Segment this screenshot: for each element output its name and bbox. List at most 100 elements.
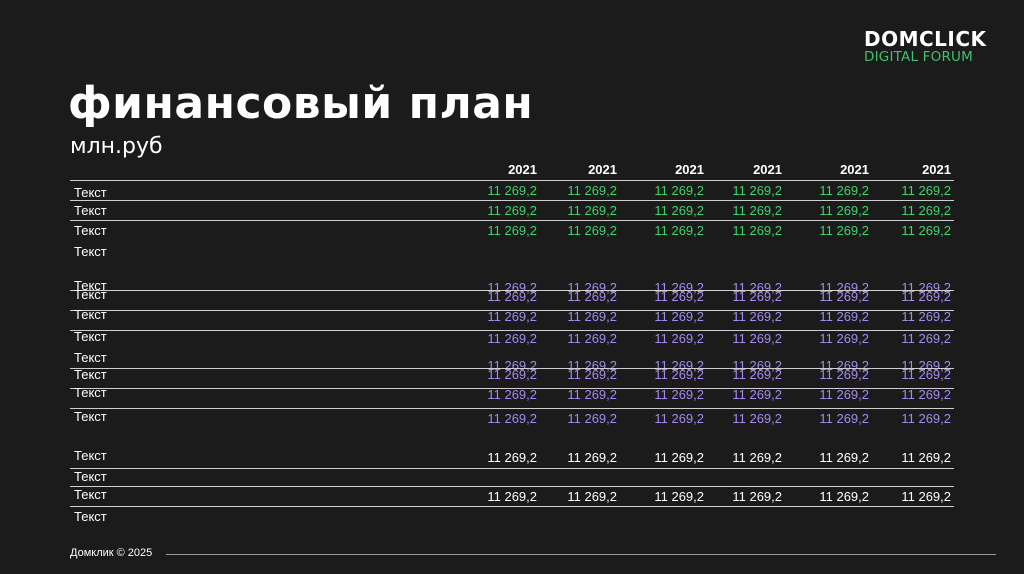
cell-value: 11 269,2 [901,203,951,218]
row-label: Текст [74,307,107,322]
table-row: Текст 11 269,2 11 269,2 11 269,2 11 269,2 11 … [70,287,954,311]
cell-value: 11 269,2 [487,387,537,402]
cell-value: 11 269,2 [567,450,617,465]
row-label: Текст [74,329,107,344]
cell-value: 11 269,2 [654,358,704,373]
cell-value: 11 269,2 [901,387,951,402]
cell-value: 11 269,2 [487,280,537,295]
cell-value: 11 269,2 [732,358,782,373]
table-row: Текст [70,240,954,280]
cell-value: 11 269,2 [654,309,704,324]
cell-value: 11 269,2 [901,411,951,426]
cell-value: 11 269,2 [654,223,704,238]
cell-value: 11 269,2 [567,489,617,504]
cell-value: 11 269,2 [819,367,869,382]
cell-value: 11 269,2 [819,387,869,402]
cell-value: 11 269,2 [819,489,869,504]
cell-value: 11 269,2 [567,387,617,402]
table-row: Текст 11 269,2 11 269,2 11 269,2 11 269,2 11 … [70,278,954,295]
cell-value: 11 269,2 [567,331,617,346]
table-row: Текст 11 269,2 11 269,2 11 269,2 11 269,2 11 … [70,385,954,409]
cell-value: 11 269,2 [487,183,537,198]
row-label: Текст [74,203,107,218]
cell-value: 11 269,2 [654,183,704,198]
cell-value: 11 269,2 [487,223,537,238]
cell-value: 11 269,2 [901,280,951,295]
cell-value: 11 269,2 [901,331,951,346]
cell-value: 11 269,2 [901,289,951,304]
table-row: Текст 11 269,2 11 269,2 11 269,2 11 269,2 11 … [70,220,954,241]
cell-value: 11 269,2 [732,411,782,426]
cell-value: 11 269,2 [654,367,704,382]
cell-value: 11 269,2 [901,223,951,238]
cell-value: 11 269,2 [901,489,951,504]
cell-value: 11 269,2 [732,183,782,198]
cell-value: 11 269,2 [487,203,537,218]
cell-value: 11 269,2 [732,367,782,382]
cell-value: 11 269,2 [732,223,782,238]
year-header-6: 2021 [922,162,951,177]
table-row: Текст 11 269,2 11 269,2 11 269,2 11 269,2 11 … [70,180,954,201]
row-label: Текст [74,278,107,293]
cell-value: 11 269,2 [487,309,537,324]
logo-main-text: DOMCLICK [864,27,987,51]
row-label: Текст [74,223,107,238]
row-label: Текст [74,469,107,484]
cell-value: 11 269,2 [732,289,782,304]
cell-value: 11 269,2 [819,331,869,346]
cell-value: 11 269,2 [732,203,782,218]
table-row: Текст 11 269,2 11 269,2 11 269,2 11 269,2 11 … [70,486,954,507]
cell-value: 11 269,2 [901,358,951,373]
cell-value: 11 269,2 [732,331,782,346]
cell-value: 11 269,2 [487,331,537,346]
cell-value: 11 269,2 [901,183,951,198]
cell-value: 11 269,2 [487,289,537,304]
cell-value: 11 269,2 [819,223,869,238]
row-label: Текст [74,385,107,400]
row-label: Текст [74,487,107,502]
cell-value: 11 269,2 [819,450,869,465]
table-row: Текст 11 269,2 11 269,2 11 269,2 11 269,2 11 … [70,428,954,468]
cell-value: 11 269,2 [567,223,617,238]
cell-value: 11 269,2 [487,450,537,465]
cell-value: 11 269,2 [654,280,704,295]
row-label: Текст [74,244,107,259]
cell-value: 11 269,2 [487,367,537,382]
cell-value: 11 269,2 [732,489,782,504]
cell-value: 11 269,2 [567,280,617,295]
year-header-2: 2021 [588,162,617,177]
footer-divider [166,554,996,555]
cell-value: 11 269,2 [654,450,704,465]
cell-value: 11 269,2 [901,309,951,324]
cell-value: 11 269,2 [901,450,951,465]
table-row: Текст 11 269,2 11 269,2 11 269,2 11 269,2 11 … [70,367,954,389]
row-label: Текст [74,409,107,424]
footer-copyright: Домклик © 2025 [70,547,153,559]
cell-value: 11 269,2 [819,411,869,426]
cell-value: 11 269,2 [567,183,617,198]
cell-value: 11 269,2 [487,489,537,504]
cell-value: 11 269,2 [654,387,704,402]
cell-value: 11 269,2 [567,289,617,304]
cell-value: 11 269,2 [567,358,617,373]
row-label: Текст [74,185,107,200]
table-row: Текст [70,468,954,487]
cell-value: 11 269,2 [487,358,537,373]
table-row: Текст 11 269,2 11 269,2 11 269,2 11 269,2 11 … [70,200,954,221]
financial-table: 2021 2021 2021 2021 2021 2021 Текст 11 269,2 11… [70,162,954,524]
table-row: Текст 11 269,2 11 269,2 11 269,2 11 269,2 11 … [70,350,954,373]
cell-value: 11 269,2 [654,289,704,304]
cell-value: 11 269,2 [819,289,869,304]
domclick-logo: DOMCLICK DIGITAL FORUM [864,28,994,64]
cell-value: 11 269,2 [567,367,617,382]
table-row: Текст [70,506,954,527]
year-header-4: 2021 [753,162,782,177]
cell-value: 11 269,2 [732,387,782,402]
table-row: Текст 11 269,2 11 269,2 11 269,2 11 269,2 11 … [70,307,954,331]
cell-value: 11 269,2 [654,489,704,504]
cell-value: 11 269,2 [654,203,704,218]
cell-value: 11 269,2 [819,280,869,295]
page-title: финансовый план [68,78,534,129]
cell-value: 11 269,2 [567,411,617,426]
cell-value: 11 269,2 [732,450,782,465]
